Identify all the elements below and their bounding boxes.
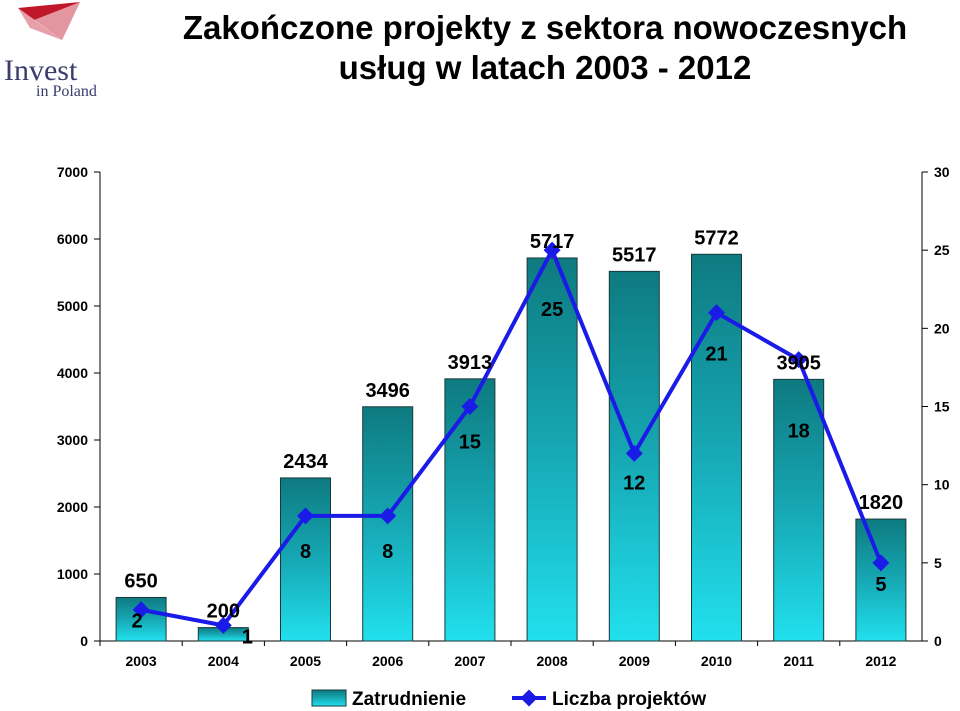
y-left-tick-label: 1000: [57, 566, 88, 582]
x-tick-label: 2004: [208, 653, 239, 669]
y-right-tick-label: 25: [934, 242, 950, 258]
line-data-label: 15: [459, 432, 481, 454]
line-liczba-projektow: [140, 248, 883, 628]
chart-title-line-2: usług w latach 2003 - 2012: [338, 49, 752, 86]
bar-zatrudnienie: [526, 257, 578, 642]
x-tick-label: 2009: [619, 653, 650, 669]
legend-label-liczba-projektow: Liczba projektów: [552, 689, 706, 710]
line-point-marker: [625, 444, 643, 462]
x-tick-label: 2011: [784, 653, 815, 669]
y-right-tick-label: 5: [934, 555, 942, 571]
x-tick-label: 2005: [290, 653, 321, 669]
line-data-label: 2: [132, 611, 143, 633]
line-point-marker: [132, 601, 150, 619]
bar-data-label: 1820: [859, 492, 904, 514]
line-point-marker: [543, 241, 561, 259]
y-right-tick-label: 20: [934, 320, 950, 336]
line-data-label: 18: [788, 421, 810, 443]
invest-in-poland-logo: Invest in Poland: [0, 0, 130, 100]
line-point-marker: [214, 616, 232, 634]
y-left-tick-label: 3000: [57, 432, 88, 448]
y-left-tick-label: 0: [80, 633, 88, 649]
line-data-label: 25: [541, 299, 563, 321]
line-point-marker: [872, 554, 890, 572]
x-tick-label: 2003: [126, 653, 157, 669]
bar-data-label: 3496: [365, 380, 410, 402]
legend: Zatrudnienie Liczba projektów: [311, 689, 706, 710]
x-tick-label: 2008: [537, 653, 568, 669]
bar-zatrudnienie: [362, 406, 414, 642]
logo-invest-text: Invest: [4, 54, 78, 87]
line-point-marker: [461, 398, 479, 415]
legend-bar-swatch: [311, 689, 347, 707]
x-tick-label: 2007: [454, 653, 485, 669]
line-data-label: 5: [875, 574, 886, 596]
chart-title-line-1: Zakończone projekty z sektora nowoczesny…: [182, 9, 908, 46]
line-data-label: 12: [623, 472, 645, 494]
bar-zatrudnienie: [280, 477, 331, 642]
chart-title: Zakończone projekty z sektora nowoczesny…: [140, 8, 950, 88]
bar-data-label: 200: [207, 601, 240, 623]
y-right-tick-label: 0: [934, 633, 942, 649]
bar-data-label: 5717: [530, 231, 575, 253]
bar-zatrudnienie: [444, 378, 496, 642]
y-left-tick-label: 2000: [57, 499, 88, 515]
bar-data-label: 5517: [612, 244, 657, 266]
bars-layer: [115, 253, 907, 642]
legend-label-zatrudnienie: Zatrudnienie: [352, 689, 466, 710]
line-data-label: 1: [242, 626, 253, 648]
logo-in-poland-text: in Poland: [36, 83, 97, 100]
x-tick-label: 2006: [372, 653, 403, 669]
x-tick-label: 2010: [701, 653, 732, 669]
y-right-tick-label: 30: [934, 164, 950, 180]
bar-zatrudnienie: [773, 378, 825, 642]
bar-data-label: 5772: [694, 227, 739, 249]
line-point-marker: [790, 351, 808, 369]
line-data-label: 8: [382, 541, 393, 563]
bar-data-label: 650: [124, 570, 157, 592]
y-left-tick-label: 4000: [57, 365, 88, 381]
y-left-tick-label: 6000: [57, 231, 88, 247]
y-right-tick-label: 15: [934, 399, 950, 415]
y-left-tick-label: 7000: [57, 164, 88, 180]
line-data-label: 8: [300, 541, 311, 563]
line-data-label: 21: [705, 344, 727, 366]
line-point-marker: [708, 304, 725, 322]
logo-flag-highlight: [34, 2, 80, 40]
bar-zatrudnienie: [855, 518, 907, 642]
bar-data-label: 3905: [776, 352, 821, 374]
line-layer: [132, 241, 890, 634]
y-left-tick-label: 5000: [57, 298, 88, 314]
legend-line-marker: [520, 689, 538, 707]
bar-data-label: 3913: [448, 352, 493, 374]
x-tick-label: 2012: [865, 653, 896, 669]
y-right-tick-label: 10: [934, 477, 950, 493]
labels-layer: 6502002434349639135717551757723905182021…: [124, 227, 903, 648]
bar-data-label: 2434: [283, 451, 328, 473]
